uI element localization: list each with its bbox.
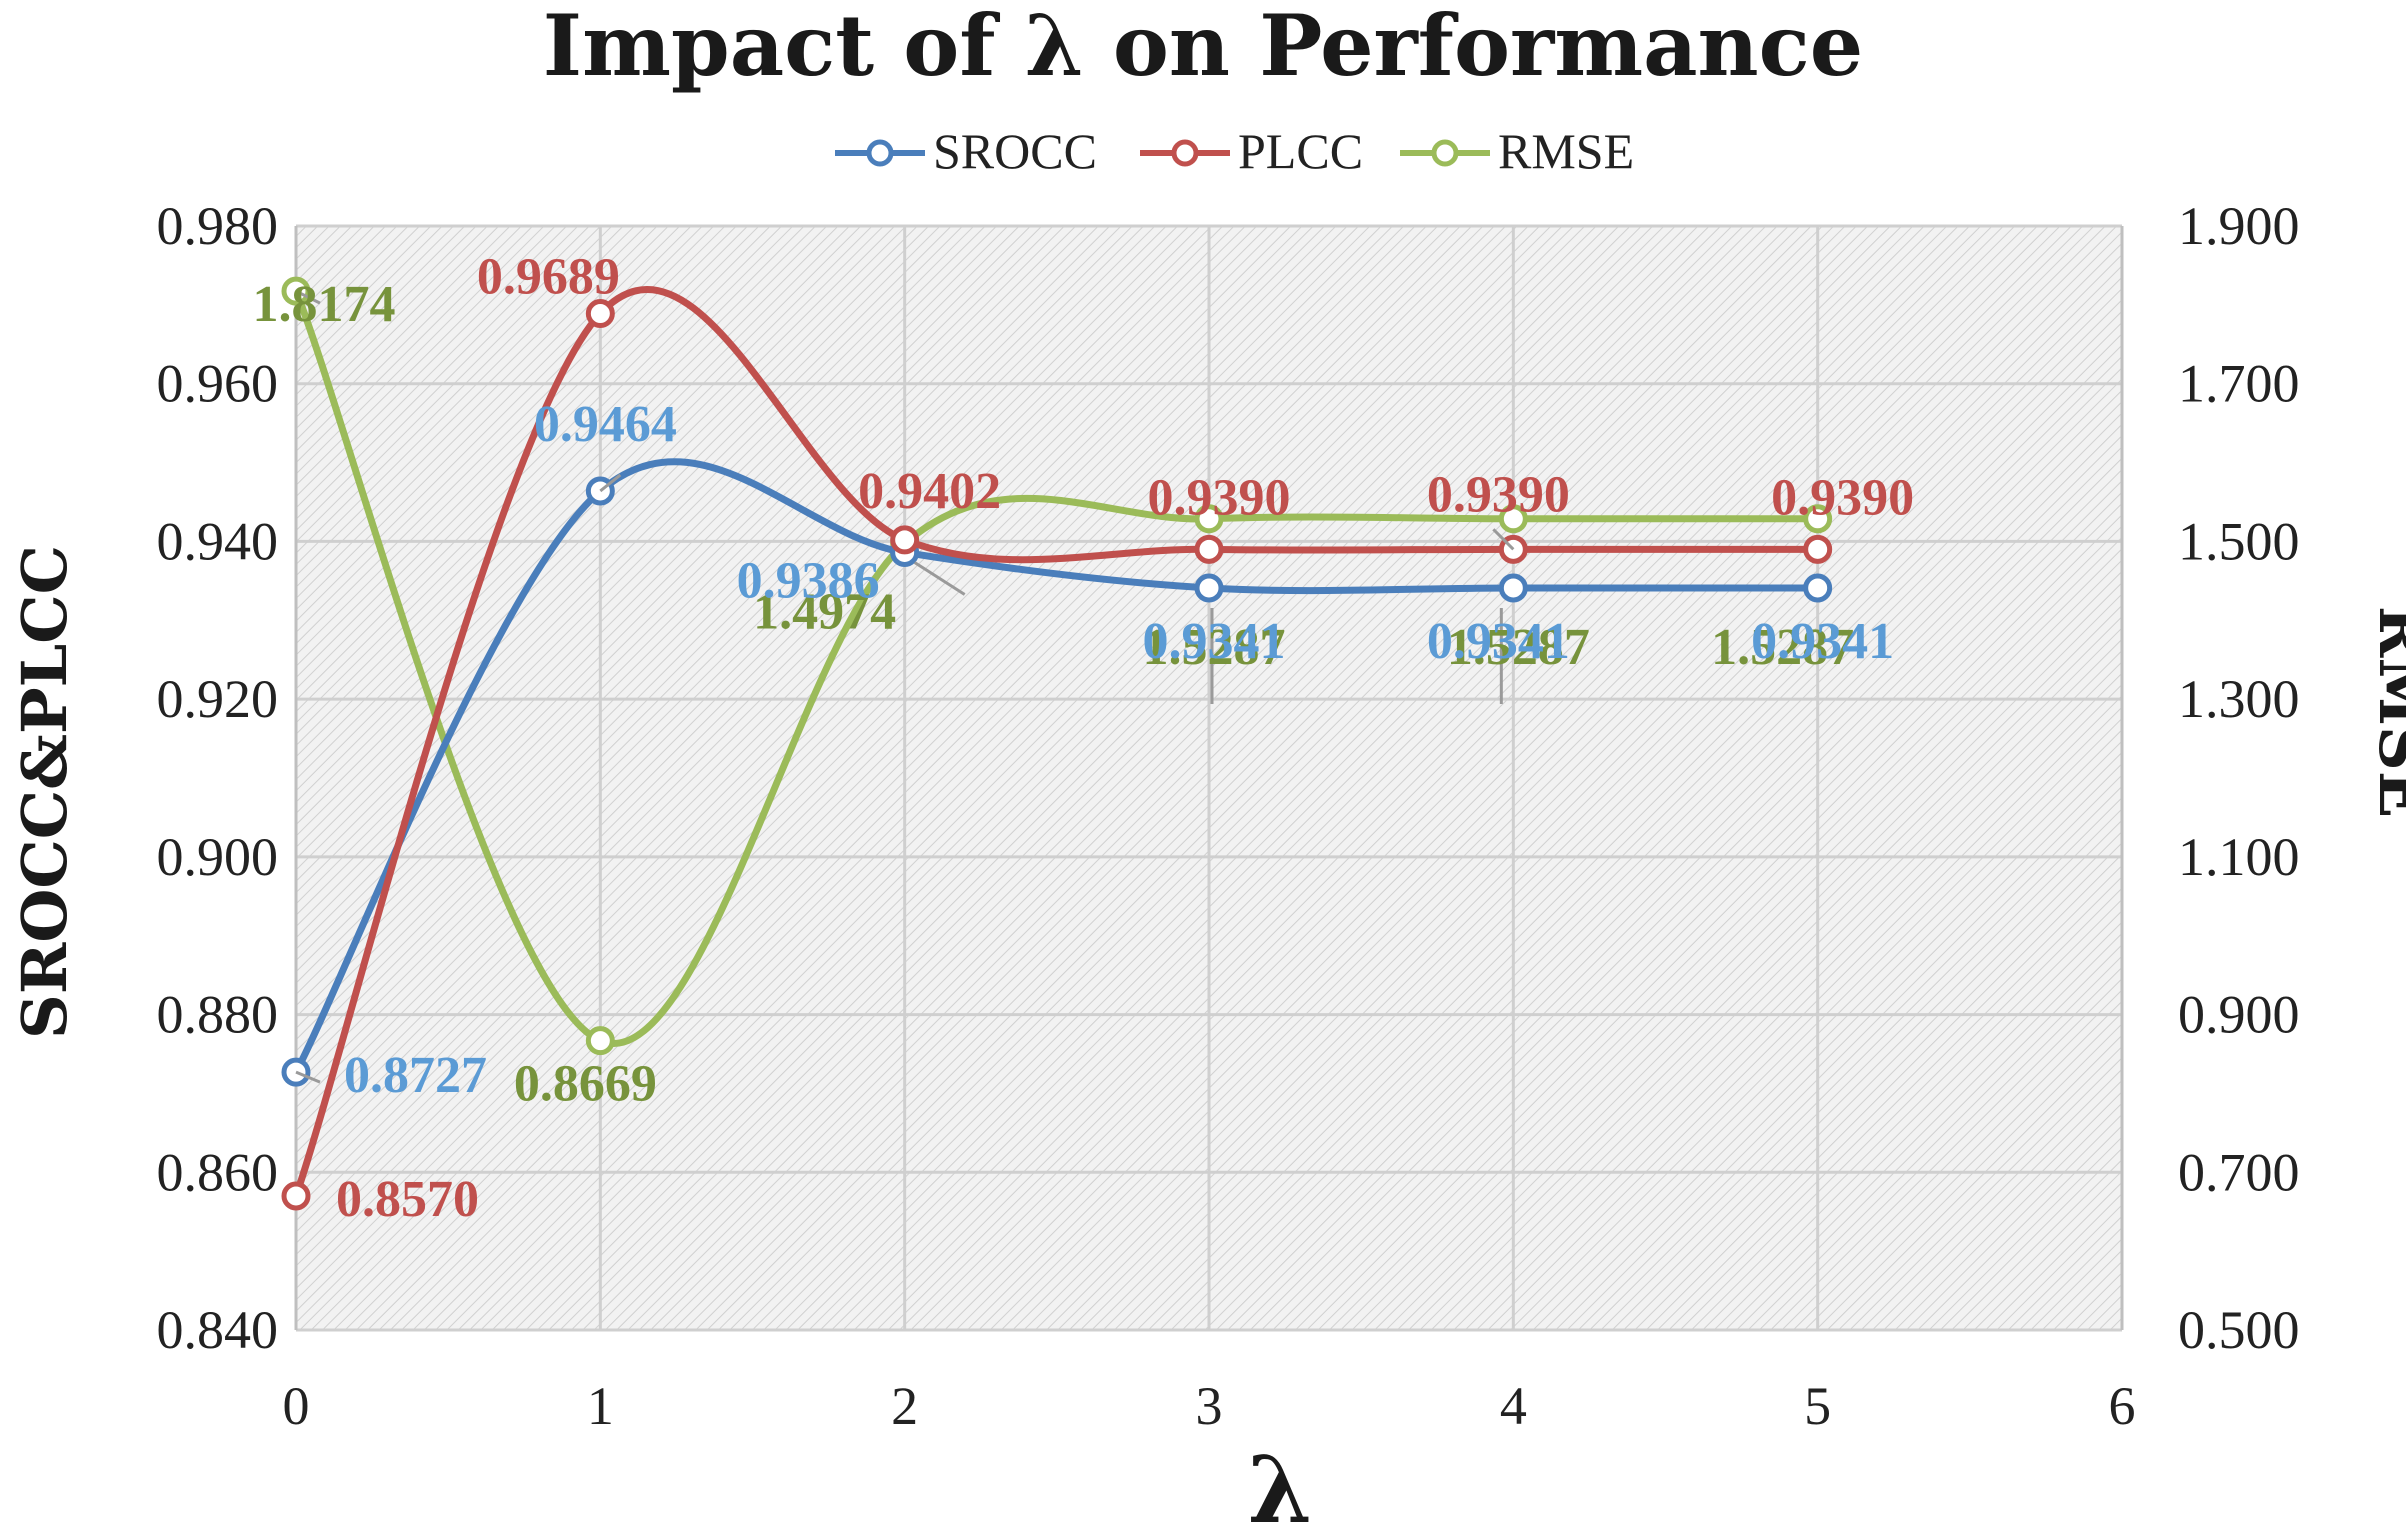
data-label-srocc: 0.9386 [737, 552, 880, 609]
leader-line-srocc [913, 561, 966, 596]
x-tick-label: 0 [283, 1376, 310, 1436]
y-tick-label: 0.920 [157, 669, 279, 729]
leader-line-srocc [599, 473, 622, 493]
data-label-srocc: 0.9341 [1427, 613, 1570, 670]
y-axis-title: SROCC&PLCC [8, 545, 81, 1039]
y2-tick-label: 1.300 [2178, 669, 2300, 729]
data-label-plcc: 0.9390 [1427, 466, 1570, 523]
legend-label-plcc: PLCC [1238, 123, 1363, 179]
y2-tick-label: 0.700 [2178, 1142, 2300, 1202]
data-label-srocc: 0.9341 [1143, 613, 1286, 670]
x-axis: 0 1 2 3 4 5 6 [283, 1376, 2136, 1436]
leader-line-plcc [1492, 528, 1515, 551]
x-tick-label: 1 [587, 1376, 614, 1436]
data-label-rmse: 1.5287 [1711, 619, 1854, 676]
y2-tick-label: 1.900 [2178, 196, 2300, 256]
data-label-rmse: 0.8669 [514, 1056, 657, 1113]
data-point-rmse[interactable] [1803, 504, 1833, 534]
legend-marker-rmse [1431, 139, 1459, 167]
y2-tick-label: 0.900 [2178, 985, 2300, 1045]
data-point-srocc[interactable] [1498, 573, 1528, 603]
data-point-rmse[interactable] [585, 1026, 615, 1056]
data-label-rmse: 1.4974 [753, 583, 896, 640]
x-tick-label: 2 [891, 1376, 918, 1436]
y-tick-label: 0.840 [157, 1300, 279, 1360]
y2-tick-label: 1.500 [2178, 511, 2300, 571]
y2-tick-label: 1.700 [2178, 354, 2300, 414]
data-label-rmse: 1.8174 [253, 276, 396, 333]
data-label-srocc: 0.8727 [344, 1047, 487, 1104]
legend-label-rmse: RMSE [1498, 123, 1634, 179]
data-labels: 1.8174 0.8669 1.4974 1.5287 1.5287 1.5287 0.87… [253, 249, 1915, 1228]
y2-tick-label: 0.500 [2178, 1300, 2300, 1360]
y-axis-right: 0.500 0.700 0.900 1.100 1.300 1.500 1.700 1.900 [2178, 196, 2300, 1360]
y-tick-label: 0.960 [157, 354, 279, 414]
y-tick-label: 0.980 [157, 196, 279, 256]
data-label-srocc: 0.9464 [534, 396, 677, 453]
data-point-srocc[interactable] [1194, 573, 1224, 603]
legend-item-srocc[interactable]: SROCC [835, 123, 1097, 179]
data-label-plcc: 0.9390 [1771, 469, 1914, 526]
data-label-rmse: 1.5287 [1143, 619, 1286, 676]
legend-marker-plcc [1171, 139, 1199, 167]
leader-line-srocc [295, 1070, 321, 1084]
legend-item-plcc[interactable]: PLCC [1140, 123, 1363, 179]
y-tick-label: 0.860 [157, 1142, 279, 1202]
data-point-rmse[interactable] [1498, 504, 1528, 534]
x-tick-label: 6 [2109, 1376, 2136, 1436]
y2-axis-title: RMSE [2365, 606, 2406, 818]
data-label-plcc: 0.9402 [858, 463, 1001, 520]
y-tick-label: 0.880 [157, 985, 279, 1045]
y-axis-left: 0.840 0.860 0.880 0.900 0.920 0.940 0.960 0.980 [157, 196, 279, 1360]
leader-line-rmse [295, 289, 321, 305]
data-point-plcc[interactable] [1803, 534, 1833, 564]
data-label-plcc: 0.9689 [477, 249, 620, 306]
data-point-plcc[interactable] [890, 525, 920, 555]
data-label-rmse: 1.5287 [1447, 619, 1590, 676]
data-point-plcc[interactable] [1194, 534, 1224, 564]
legend-label-srocc: SROCC [933, 123, 1097, 179]
legend-item-rmse[interactable]: RMSE [1400, 123, 1634, 179]
data-point-srocc[interactable] [1803, 573, 1833, 603]
data-point-rmse[interactable] [1194, 504, 1224, 534]
chart-title: Impact of λ on Performance [543, 0, 1863, 95]
y2-tick-label: 1.100 [2178, 827, 2300, 887]
x-axis-title: λ [1248, 1436, 1313, 1533]
y-tick-label: 0.940 [157, 511, 279, 571]
x-tick-label: 5 [1804, 1376, 1831, 1436]
data-point-plcc[interactable] [585, 299, 615, 329]
data-label-plcc: 0.9390 [1148, 469, 1291, 526]
legend-marker-srocc [866, 139, 894, 167]
x-tick-label: 3 [1196, 1376, 1223, 1436]
grid [294, 224, 2124, 1332]
data-label-plcc: 0.8570 [336, 1171, 479, 1228]
data-point-plcc[interactable] [281, 1181, 311, 1211]
leader-lines [295, 289, 1515, 1084]
data-label-srocc: 0.9341 [1751, 613, 1894, 670]
legend: SROCC PLCC RMSE [835, 123, 1634, 179]
y-tick-label: 0.900 [157, 827, 279, 887]
x-tick-label: 4 [1500, 1376, 1527, 1436]
